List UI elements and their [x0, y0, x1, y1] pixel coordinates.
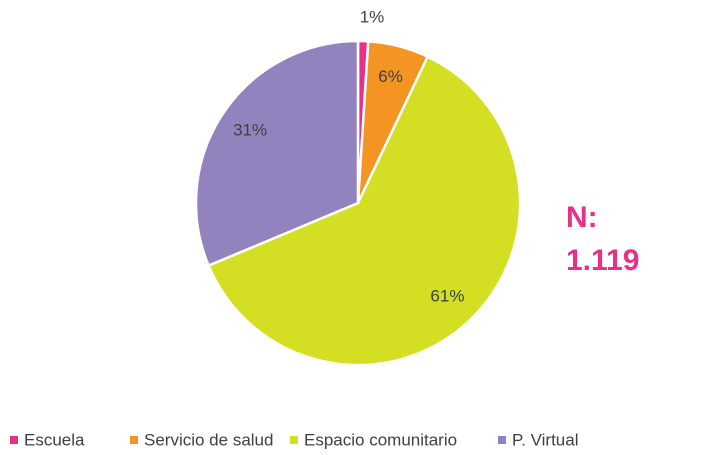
data-label: 31% — [233, 121, 267, 140]
legend-label: Espacio comunitario — [304, 430, 457, 449]
legend-swatch — [130, 436, 138, 444]
legend-label: P. Virtual — [512, 430, 578, 449]
legend-swatch — [498, 436, 506, 444]
legend-label: Escuela — [24, 430, 85, 449]
legend-swatch — [290, 436, 298, 444]
legend-label: Servicio de salud — [144, 430, 273, 449]
annotation: 1.119 — [566, 244, 639, 277]
annotation: N: — [566, 201, 598, 234]
legend-swatch — [10, 436, 18, 444]
pie-slice — [206, 55, 522, 367]
pie-slice — [194, 39, 360, 268]
data-label: 1% — [360, 7, 385, 26]
data-label: 6% — [378, 67, 403, 86]
data-label: 61% — [430, 286, 464, 305]
